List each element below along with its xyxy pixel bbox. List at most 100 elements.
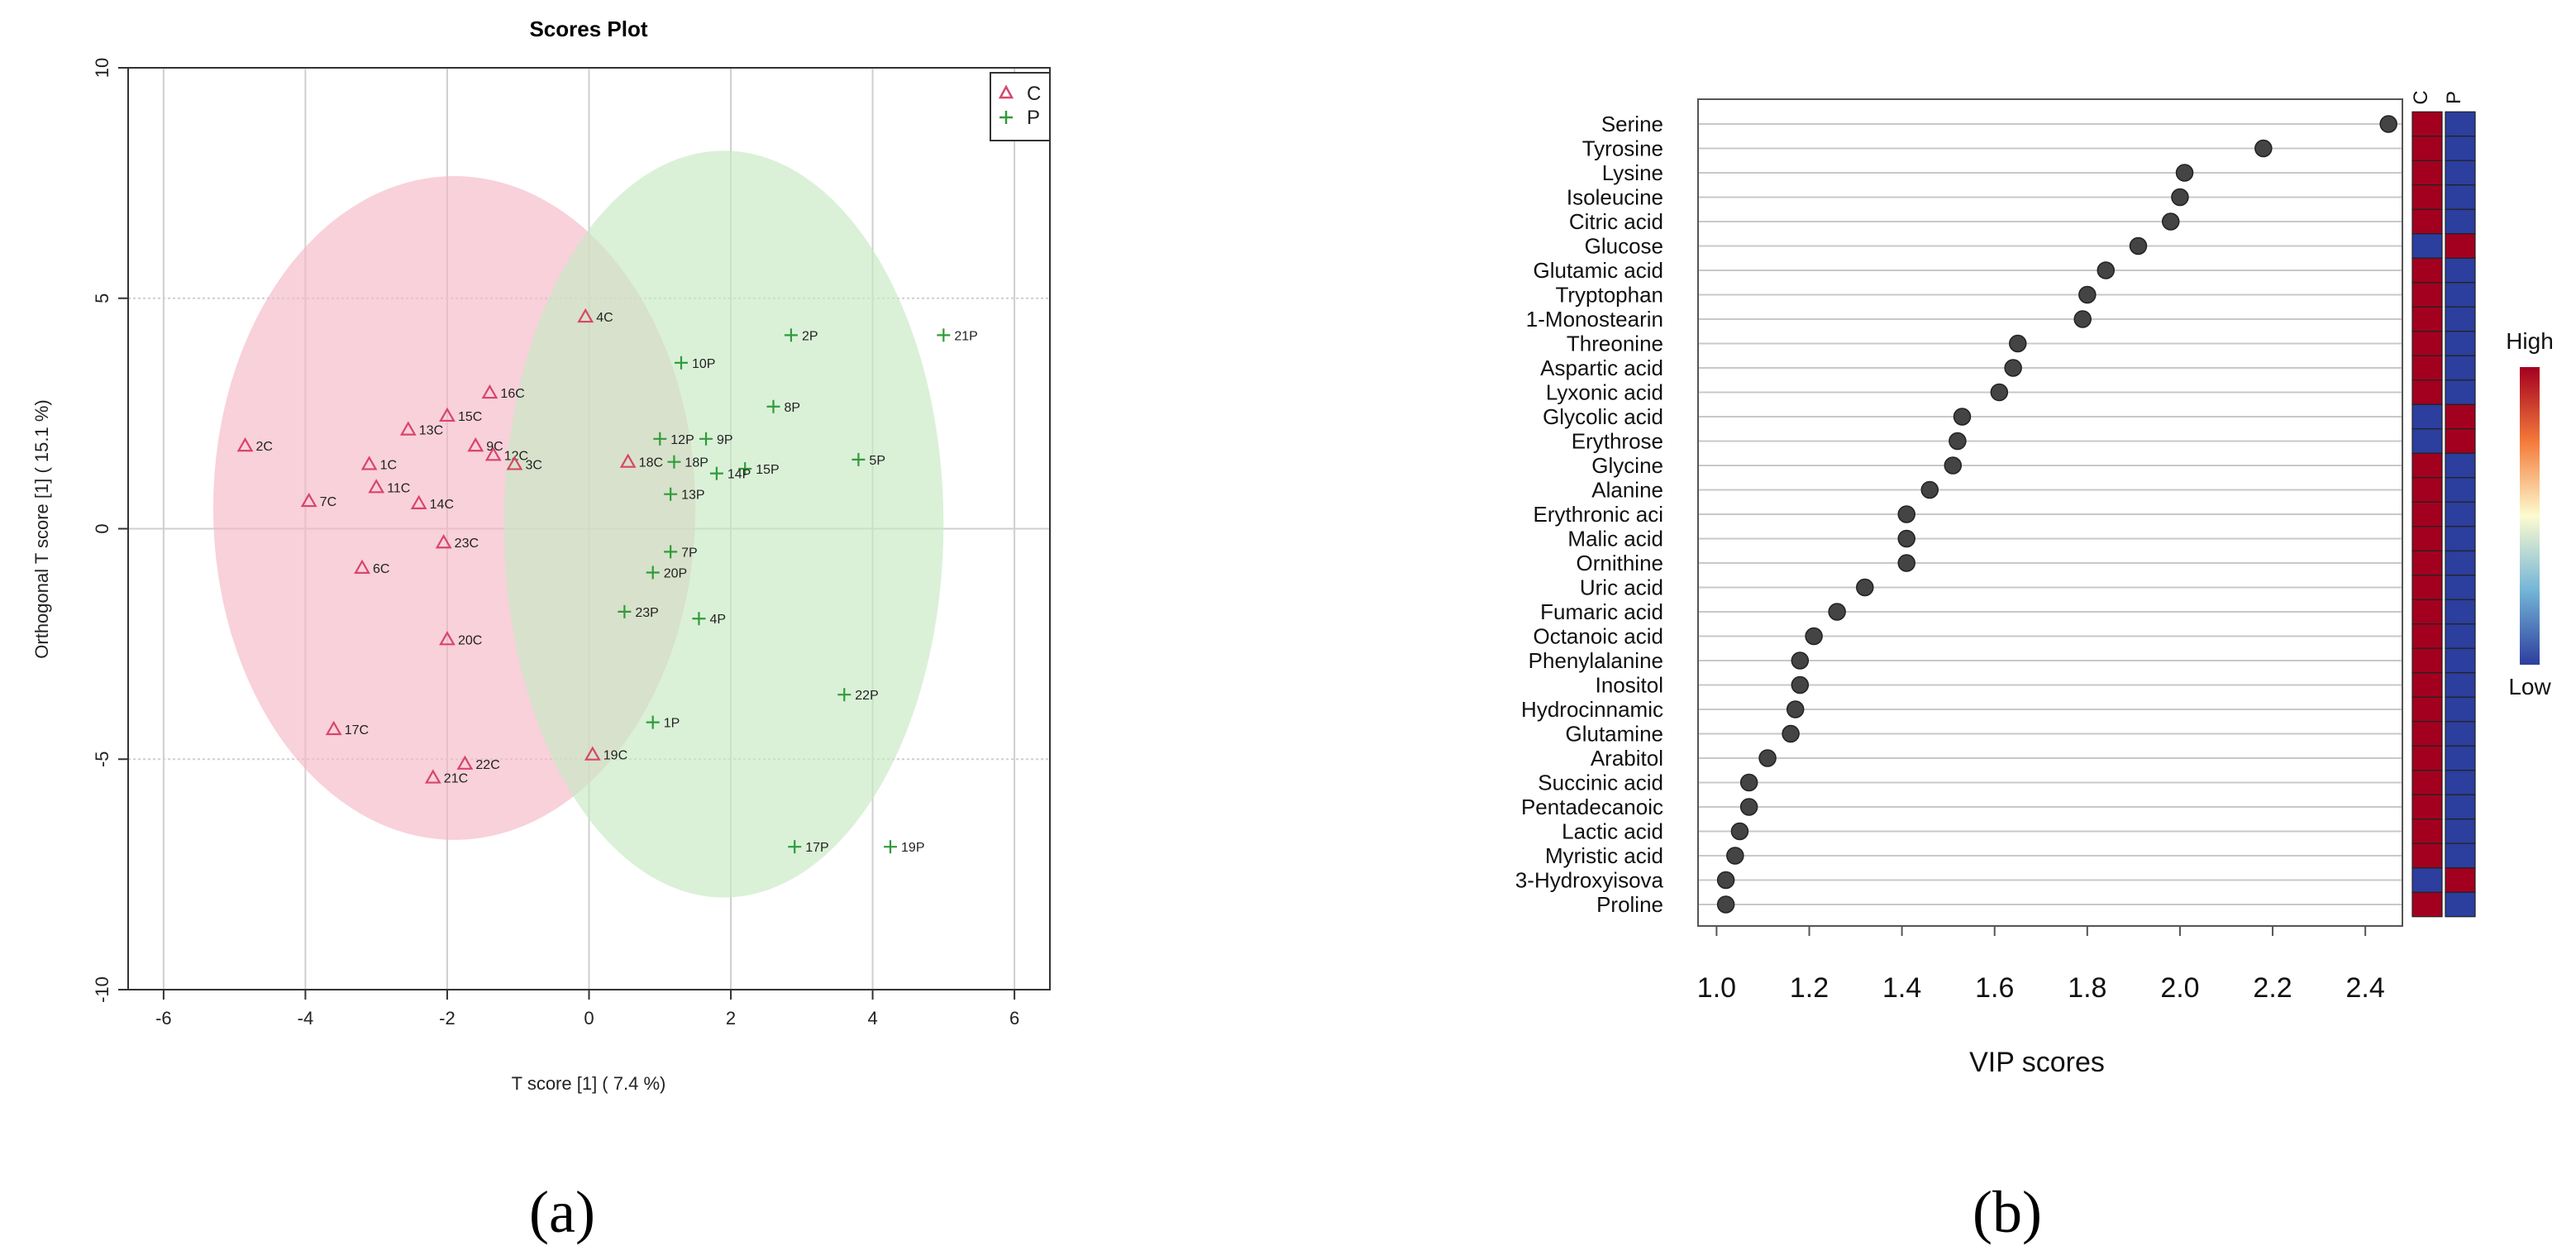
- metabolite-label: Glucose: [1585, 234, 1663, 259]
- point-label: 4C: [596, 311, 613, 325]
- vip-color-legend: High Low: [2506, 328, 2554, 699]
- point-label: 17P: [805, 841, 828, 855]
- heatmap-cell-c: [2411, 257, 2443, 284]
- metabolite-label: Erythronic aci: [1534, 502, 1664, 527]
- heatmap-cell-c: [2411, 599, 2443, 625]
- vip-dot: [2004, 359, 2022, 377]
- marker-triangle: [619, 453, 637, 468]
- score-point: 16C: [481, 384, 525, 401]
- metabolite-label: Alanine: [1591, 478, 1663, 503]
- point-label: 16C: [500, 387, 524, 401]
- x-tick-label: 0: [584, 1008, 594, 1029]
- score-point: 23P: [618, 604, 659, 620]
- heatmap-cell-p: [2445, 233, 2476, 259]
- score-point: 2C: [236, 437, 273, 454]
- vip-x-tick-label: 1.2: [1790, 972, 1829, 1004]
- heatmap-cell-c: [2411, 550, 2443, 576]
- heatmap-cell-p: [2445, 184, 2476, 210]
- vip-row: Serine: [1601, 112, 2402, 136]
- heatmap-cell-p: [2445, 842, 2476, 869]
- scores-plot-ellipses: [212, 150, 944, 898]
- score-point: 10P: [675, 356, 715, 371]
- heatmap-cell-p: [2445, 867, 2476, 893]
- score-point: 19C: [584, 746, 627, 763]
- scores-plot-title: Scores Plot: [529, 17, 647, 41]
- score-point: 20P: [646, 566, 687, 580]
- heatmap-cell-p: [2445, 257, 2476, 284]
- vip-dot: [1897, 554, 1915, 572]
- vip-x-tick-label: 1.8: [2068, 972, 2106, 1004]
- score-point: 4C: [577, 308, 613, 325]
- x-tick-label: -6: [155, 1008, 172, 1029]
- marker-triangle: [435, 534, 452, 549]
- point-label: 3C: [525, 458, 541, 472]
- point-label: 17C: [345, 723, 369, 737]
- point-label: 13C: [419, 424, 443, 438]
- metabolite-label: Myristic acid: [1545, 843, 1663, 868]
- point-label: 2P: [802, 329, 818, 343]
- vip-row: Isoleucine: [1567, 185, 2402, 210]
- legend-c-marker: [998, 84, 1014, 99]
- marker-triangle: [577, 308, 594, 323]
- point-label: 18C: [639, 456, 663, 470]
- vip-row: Lyxonic acid: [1546, 380, 2402, 405]
- y-tick-label: 5: [92, 294, 112, 303]
- vip-row: Erythronic aci: [1534, 502, 2402, 527]
- heatmap-cell-p: [2445, 819, 2476, 844]
- vip-row: Erythrose: [1572, 429, 2402, 454]
- marker-triangle: [399, 421, 417, 436]
- y-tick-label: 10: [92, 58, 112, 78]
- point-label: 20P: [664, 566, 687, 580]
- heatmap-cell-c: [2411, 355, 2443, 381]
- score-point: 9P: [699, 432, 733, 447]
- point-label: 6C: [373, 562, 389, 576]
- score-point: 22C: [456, 755, 500, 772]
- point-label: 22P: [855, 689, 878, 703]
- vip-dot: [1758, 749, 1777, 767]
- heatmap-cell-c: [2411, 184, 2443, 210]
- vip-row: Arabitol: [1591, 746, 2402, 771]
- metabolite-label: Glycolic acid: [1543, 404, 1663, 429]
- vip-row: Phenylalanine: [1529, 648, 2402, 673]
- score-point: 18C: [619, 453, 663, 470]
- score-point: 22P: [837, 688, 879, 703]
- marker-triangle: [300, 492, 317, 508]
- score-point: 15C: [439, 407, 482, 424]
- heatmap-cell-p: [2445, 891, 2476, 918]
- vip-dot: [1944, 456, 1963, 475]
- vip-row: Tryptophan: [1555, 283, 2402, 308]
- metabolite-label: Malic acid: [1567, 527, 1663, 551]
- heatmap-cell-c: [2411, 819, 2443, 844]
- heatmap-cell-p: [2445, 452, 2476, 479]
- heatmap-cell-p: [2445, 575, 2476, 600]
- heatmap-cell-c: [2411, 233, 2443, 259]
- vip-row: Citric acid: [1569, 209, 2402, 234]
- heatmap-cell-p: [2445, 282, 2476, 308]
- metabolite-label: Inositol: [1596, 673, 1663, 698]
- score-point: 14P: [709, 466, 751, 482]
- scores-plot-y-label: Orthogonal T score [1] ( 15.1 %): [31, 399, 52, 658]
- metabolite-label: Phenylalanine: [1529, 648, 1663, 673]
- heatmap-cell-p: [2445, 306, 2476, 332]
- score-point: 13C: [399, 421, 443, 438]
- point-label: 14C: [430, 498, 454, 512]
- score-point: 18P: [667, 455, 708, 470]
- metabolite-label: Serine: [1601, 112, 1663, 136]
- vip-row: Alanine: [1591, 478, 2402, 503]
- point-label: 21P: [954, 329, 977, 343]
- vip-row: Proline: [1596, 892, 2402, 917]
- vip-dot: [1828, 603, 1846, 621]
- vip-dot: [2175, 164, 2194, 182]
- vip-row: Uric acid: [1580, 575, 2402, 600]
- heatmap-cell-c: [2411, 306, 2443, 332]
- vip-dot: [1726, 847, 1744, 865]
- score-point: 1C: [360, 456, 397, 472]
- point-label: 13P: [681, 489, 704, 503]
- scores-plot-x-ticks: -6 -4 -2 0 2 4 6: [155, 990, 1019, 1029]
- vip-x-tick-label: 2.4: [2346, 972, 2385, 1004]
- metabolite-label: Succinic acid: [1538, 771, 1663, 795]
- score-point: 7P: [664, 545, 698, 560]
- vip-x-tick-label: 1.6: [1975, 972, 2014, 1004]
- heatmap-cell-c: [2411, 672, 2443, 698]
